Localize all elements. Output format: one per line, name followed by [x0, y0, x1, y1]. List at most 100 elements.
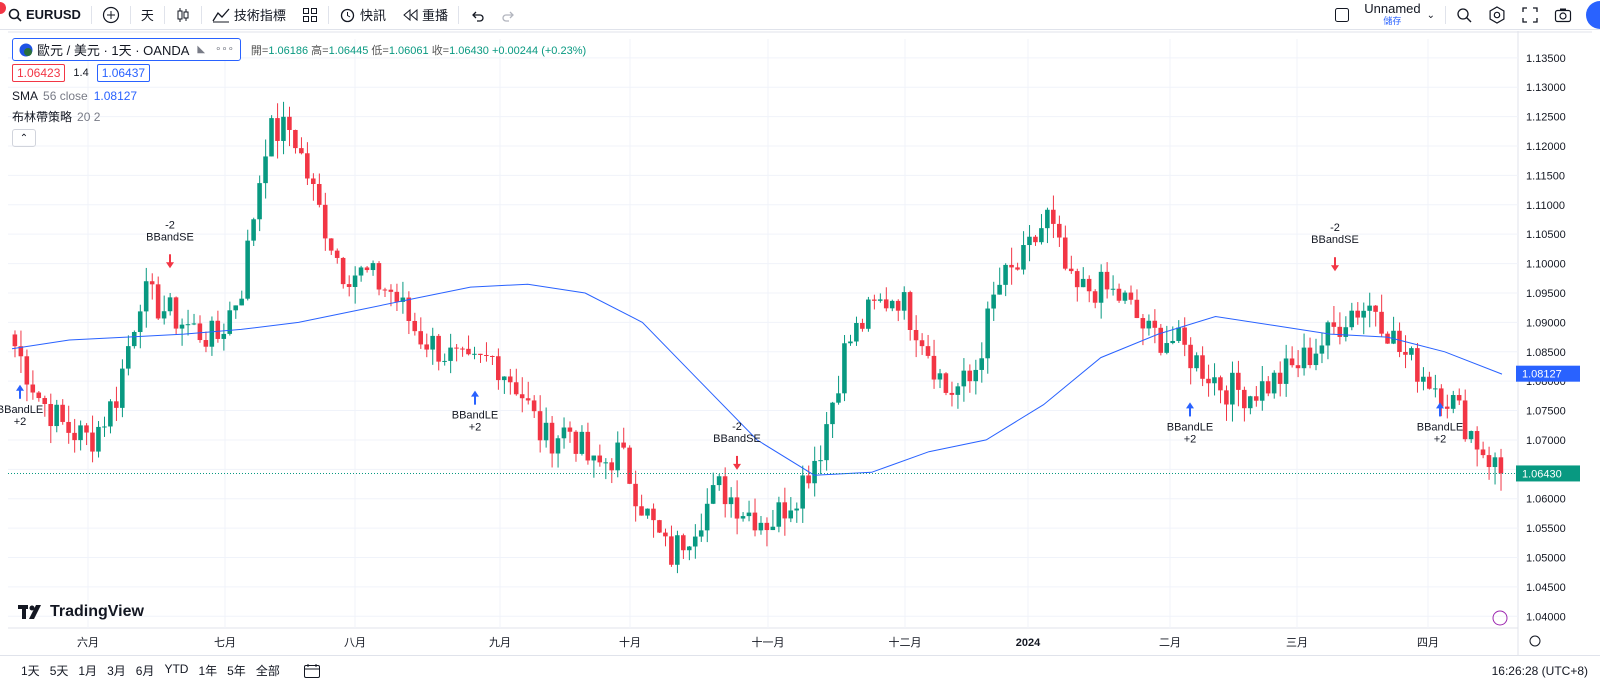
candle-body — [752, 512, 758, 531]
time-tick-label: 二月 — [1159, 637, 1181, 649]
symbol-search[interactable]: EURUSD — [0, 0, 89, 30]
signal-label: BBandLE — [1417, 421, 1463, 433]
collapse-legend-button[interactable]: ⌃ — [12, 129, 36, 147]
toolbar-right: Unnamed 儲存 ⌄ — [1326, 0, 1600, 30]
candle-body — [860, 323, 865, 329]
chart-type-button[interactable] — [167, 0, 199, 30]
redo-button[interactable] — [493, 0, 525, 30]
price-tick-label: 1.11500 — [1526, 170, 1565, 182]
replay-button[interactable]: 重播 — [394, 0, 456, 30]
candle-body — [287, 116, 292, 130]
clock[interactable]: 16:26:28 (UTC+8) — [1491, 663, 1588, 678]
buy-button[interactable]: 1.06437 — [96, 63, 151, 82]
candle-body — [1218, 377, 1223, 391]
candle-body — [907, 292, 913, 330]
candle-body — [1415, 348, 1420, 382]
candles-icon — [177, 7, 189, 22]
sma-row[interactable]: SMA 56 close 1.08127 — [12, 85, 586, 106]
candle-body — [1301, 347, 1307, 369]
lightning-icon[interactable] — [1492, 610, 1508, 626]
candle-body — [1086, 278, 1092, 292]
price-tick-label: 1.10000 — [1526, 259, 1566, 271]
sell-button[interactable]: 1.06423 — [12, 63, 66, 82]
indicators-label: 技術指標 — [233, 8, 286, 23]
candle-body — [1092, 291, 1098, 303]
candle-body — [973, 369, 979, 382]
candle-body — [1164, 343, 1169, 353]
time-tick-label: 六月 — [77, 636, 99, 649]
strategy-params: 20 2 — [77, 109, 101, 124]
candle-body — [848, 341, 853, 344]
legend-title-row: 歐元 / 美元 · 1天 · OANDA ◣ ∘∘∘ 開=1.06186 高=1… — [12, 38, 587, 61]
indicators-button[interactable]: 技術指標 — [204, 0, 294, 30]
settings-button[interactable] — [1480, 0, 1514, 30]
range-button-1[interactable]: 5天 — [49, 664, 69, 678]
last-price-tag-text: 1.06430 — [1522, 468, 1562, 480]
candle-body — [137, 311, 143, 333]
candle-body — [871, 299, 877, 301]
snapshot-button[interactable] — [1546, 0, 1580, 30]
candle-body — [472, 353, 477, 355]
range-button-6[interactable]: 1年 — [198, 664, 218, 678]
fullscreen-button[interactable] — [1514, 0, 1546, 30]
trade-row: 1.06423 1.4 1.06437 — [12, 62, 586, 83]
layouts-button[interactable] — [294, 0, 326, 30]
change-value: +0.00244 (+0.23%) — [491, 44, 587, 57]
candle-body — [1140, 318, 1146, 329]
candle-body — [806, 475, 811, 484]
axis-settings-icon[interactable] — [1529, 635, 1541, 647]
price-tick-label: 1.07000 — [1526, 435, 1566, 447]
add-symbol-icon — [102, 6, 120, 23]
compare-button[interactable] — [94, 0, 128, 30]
high-value: 1.06445 — [328, 44, 369, 57]
candle-body — [615, 442, 620, 471]
undo-button[interactable] — [461, 0, 493, 30]
candle-body — [716, 476, 722, 486]
save-label[interactable]: 儲存 — [1383, 16, 1402, 26]
candle-body — [1450, 395, 1456, 409]
candle-body — [1444, 406, 1450, 409]
candle-body — [1116, 288, 1122, 301]
candle-body — [1391, 330, 1396, 344]
signal-qty: -2 — [165, 219, 175, 231]
range-button-8[interactable]: 全部 — [255, 664, 280, 678]
range-button-4[interactable]: 6月 — [135, 664, 155, 678]
profile-avatar[interactable] — [1586, 1, 1600, 29]
range-buttons: 1天 5天 1月 3月 6月 YTD 1年 5年 全部 — [16, 662, 285, 679]
candle-body — [66, 421, 71, 433]
candle-body — [883, 299, 889, 309]
candle-body — [1104, 271, 1110, 290]
candle-body — [895, 300, 901, 311]
candle-body — [1003, 264, 1008, 285]
candle-body — [866, 299, 871, 329]
range-button-5[interactable]: YTD — [164, 662, 189, 676]
price-chart[interactable]: 1.13500 1.13000 1.12500 1.12000 1.11500 1.110… — [0, 31, 1600, 655]
last-price-tag — [1516, 465, 1580, 482]
candle-body — [734, 497, 740, 519]
candle-body — [36, 392, 42, 399]
candle-body — [1349, 310, 1354, 328]
quick-search-button[interactable] — [1448, 0, 1480, 30]
price-tick-label: 1.09000 — [1526, 317, 1566, 329]
candle-body — [639, 506, 644, 516]
candle-body — [1277, 372, 1283, 384]
tradingview-logo[interactable]: TradingView — [18, 603, 144, 621]
layout-square-icon — [1335, 8, 1350, 22]
range-button-0[interactable]: 1天 — [21, 664, 40, 678]
range-button-2[interactable]: 1月 — [78, 664, 98, 678]
range-button-3[interactable]: 3月 — [107, 664, 126, 678]
candle-body — [233, 305, 238, 311]
more-icon[interactable]: ∘∘∘ — [215, 44, 234, 55]
alert-button[interactable]: 快訊 — [331, 0, 394, 30]
goto-date-button[interactable] — [303, 663, 321, 679]
candle-body — [334, 250, 340, 258]
symbol-pill[interactable]: 歐元 / 美元 · 1天 · OANDA ◣ ∘∘∘ — [12, 38, 241, 61]
rewind-icon — [403, 8, 418, 21]
candle-body — [1158, 327, 1164, 353]
range-button-7[interactable]: 5年 — [227, 664, 246, 678]
layout-select[interactable]: Unnamed 儲存 ⌄ — [1326, 0, 1443, 30]
strategy-row[interactable]: 布林帶策略 20 2 — [12, 106, 586, 127]
candle-body — [651, 508, 656, 521]
signal-qty: +2 — [14, 416, 27, 428]
interval-button[interactable]: 天 — [140, 8, 154, 23]
